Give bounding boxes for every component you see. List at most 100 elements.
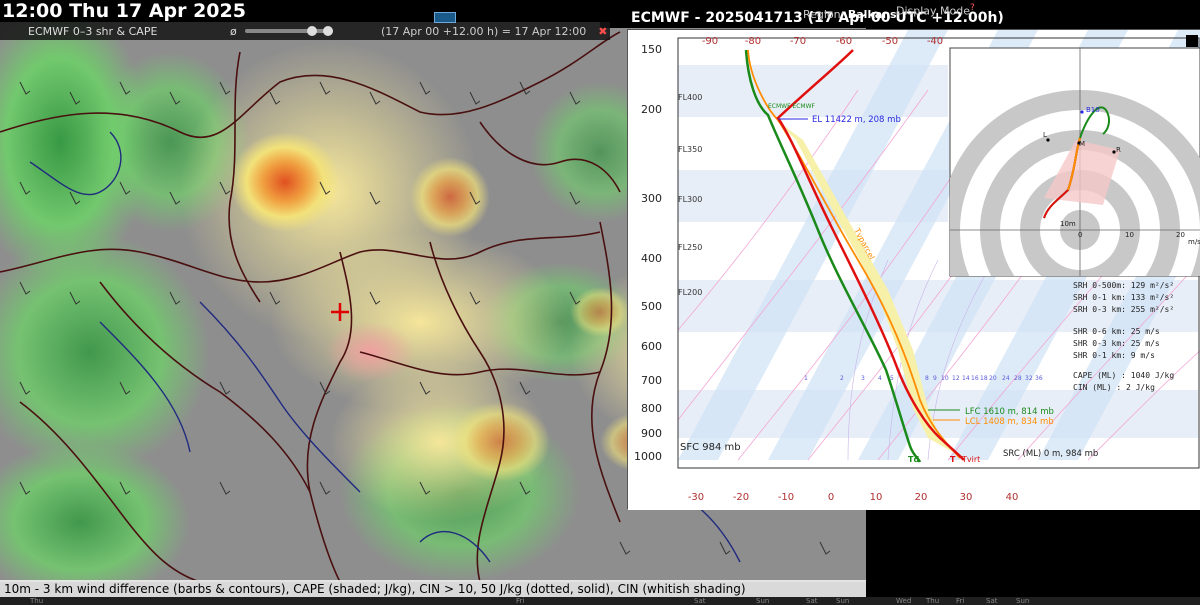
- pressure-label: 600: [641, 340, 662, 353]
- lcl-label: LCL 1408 m, 834 mb: [965, 417, 1054, 427]
- timeline-day[interactable]: Thu: [926, 597, 940, 605]
- bottom-temp-label: 20: [915, 492, 928, 503]
- mixing-ratio-label: 8: [925, 375, 929, 382]
- region-value[interactable]: Balkans: [847, 8, 897, 21]
- pressure-label: 300: [641, 192, 662, 205]
- flight-level-label: FL200: [678, 288, 702, 297]
- mixing-ratio-label: 9: [933, 375, 937, 382]
- map-caption: 10m - 3 km wind difference (barbs & cont…: [0, 580, 866, 598]
- hodo-point-label: M: [1079, 140, 1085, 148]
- mixing-ratio-label: 1: [804, 375, 808, 382]
- timeline-day[interactable]: Sat: [806, 597, 818, 605]
- flight-level-label: FL400: [678, 93, 702, 102]
- top-temp-label: -70: [790, 36, 806, 47]
- top-temp-label: -90: [702, 36, 718, 47]
- timeline-day[interactable]: Sun: [1016, 597, 1030, 605]
- bottom-temp-label: -30: [688, 492, 704, 503]
- pressure-label: 150: [641, 43, 662, 56]
- hodograph: L M R 10m B10 0 10 20 m/s: [949, 47, 1200, 277]
- model-label: ECMWF ECMWF: [768, 103, 816, 110]
- skewt-diagram: 1 2 3 4 5 7 8 9 10 12 14 16 18 20 24 28 …: [627, 29, 1200, 510]
- stat-line: CIN (ML) : 2 J/kg: [1073, 383, 1155, 392]
- hodo-tick: 10: [1125, 231, 1134, 239]
- map-title: ECMWF 0–3 shr & CAPE: [28, 24, 158, 38]
- hodo-point-label: L: [1043, 131, 1047, 139]
- stat-line: SHR 0-6 km: 25 m/s: [1073, 327, 1160, 336]
- mixing-ratio-label: 20: [989, 375, 997, 382]
- mixing-ratio-label: 12: [952, 375, 960, 382]
- slider-knob-right[interactable]: [323, 26, 333, 36]
- opacity-icon: ø: [230, 24, 237, 38]
- help-icon[interactable]: ?: [970, 2, 975, 13]
- timeline-day[interactable]: Fri: [956, 597, 965, 605]
- display-mode-button[interactable]: Display Mode?: [896, 2, 975, 18]
- hodo-point-label: B10: [1086, 106, 1100, 114]
- lfc-label: LFC 1610 m, 814 mb: [965, 407, 1054, 417]
- bottom-temp-label: -20: [733, 492, 749, 503]
- datetime-label: 12:00 Thu 17 Apr 2025: [2, 0, 246, 22]
- layers-icon[interactable]: [434, 12, 456, 23]
- region-label: Region:: [803, 8, 845, 21]
- skewt-svg: 1 2 3 4 5 7 8 9 10 12 14 16 18 20 24 28 …: [628, 30, 1200, 510]
- valid-time: (17 Apr 00 +12.00 h) = 17 Apr 12:00: [381, 24, 587, 38]
- flight-level-label: FL350: [678, 145, 702, 154]
- pressure-label: 800: [641, 402, 662, 415]
- hodo-point-label: 10m: [1060, 220, 1076, 228]
- stat-line: SRH 0-1 km: 133 m²/s²: [1073, 293, 1174, 302]
- timeline-day[interactable]: Thu: [30, 597, 44, 605]
- pressure-label: 400: [641, 252, 662, 265]
- stat-line: SHR 0-1 km: 9 m/s: [1073, 351, 1155, 360]
- timeline-day[interactable]: Sun: [836, 597, 850, 605]
- hodo-unit: m/s: [1188, 238, 1200, 246]
- stat-line: SRH 0-3 km: 255 m²/s²: [1073, 305, 1174, 314]
- timeline-day[interactable]: Sun: [756, 597, 770, 605]
- mixing-ratio-label: 18: [980, 375, 988, 382]
- mixing-ratio-label: 24: [1002, 375, 1010, 382]
- mixing-ratio-label: 5: [890, 375, 894, 382]
- opacity-slider[interactable]: [245, 26, 333, 36]
- td-label: Td: [908, 455, 919, 464]
- top-bar-background: [600, 0, 1200, 28]
- flight-level-label: FL300: [678, 195, 702, 204]
- sounding-title: ECMWF - 2025041713 (17 Apr 00 UTC +12.00…: [631, 10, 1004, 26]
- tvirt-parcel-curve: [747, 49, 961, 459]
- timeline-bar[interactable]: Thu Fri Sat Sun Sat Sun Wed Thu Fri Sat …: [0, 597, 1200, 605]
- flight-level-label: FL250: [678, 243, 702, 252]
- pressure-label: 500: [641, 300, 662, 313]
- top-temp-label: -60: [836, 36, 852, 47]
- mixing-ratio-label: 10: [941, 375, 949, 382]
- sfc-label: SFC 984 mb: [680, 442, 741, 453]
- mixing-ratio-label: 14: [962, 375, 970, 382]
- mixing-ratio-label: 28: [1014, 375, 1022, 382]
- top-temp-label: -50: [882, 36, 898, 47]
- map-header: ECMWF 0–3 shr & CAPE ø (17 Apr 00 +12.00…: [0, 22, 610, 40]
- dewpoint-curve: [744, 49, 922, 463]
- top-temp-label: -40: [927, 36, 943, 47]
- t-label: T: [950, 455, 956, 464]
- cape-area: [776, 120, 958, 455]
- timeline-day[interactable]: Sat: [986, 597, 998, 605]
- mixing-ratio-label: 3: [861, 375, 865, 382]
- mixing-ratio-label: 4: [878, 375, 882, 382]
- timeline-day[interactable]: Wed: [896, 597, 912, 605]
- stat-line: SHR 0-3 km: 25 m/s: [1073, 339, 1160, 348]
- bottom-temp-label: 0: [828, 492, 834, 503]
- src-label: SRC (ML) 0 m, 984 mb: [1003, 449, 1098, 459]
- timeline-day[interactable]: Sat: [694, 597, 706, 605]
- top-temp-label: -80: [745, 36, 761, 47]
- slider-knob-left[interactable]: [307, 26, 317, 36]
- display-mode-label: Display Mode: [896, 4, 971, 18]
- sounding-close-button[interactable]: [1186, 35, 1198, 47]
- bottom-temp-label: -10: [778, 492, 794, 503]
- tvirt-label: Tvirt: [961, 455, 980, 464]
- timeline-day[interactable]: Fri: [516, 597, 525, 605]
- region-selector[interactable]: Region: Balkans: [803, 8, 897, 21]
- bottom-temp-label: 30: [960, 492, 973, 503]
- bottom-temp-label: 10: [870, 492, 883, 503]
- hodo-tick: 0: [1078, 231, 1082, 239]
- hodo-point-label: R: [1116, 146, 1121, 154]
- location-marker-icon: [331, 303, 349, 321]
- stat-line: CAPE (ML) : 1040 J/kg: [1073, 371, 1174, 380]
- bottom-temp-label: 40: [1006, 492, 1019, 503]
- close-icon[interactable]: ✖: [598, 24, 608, 38]
